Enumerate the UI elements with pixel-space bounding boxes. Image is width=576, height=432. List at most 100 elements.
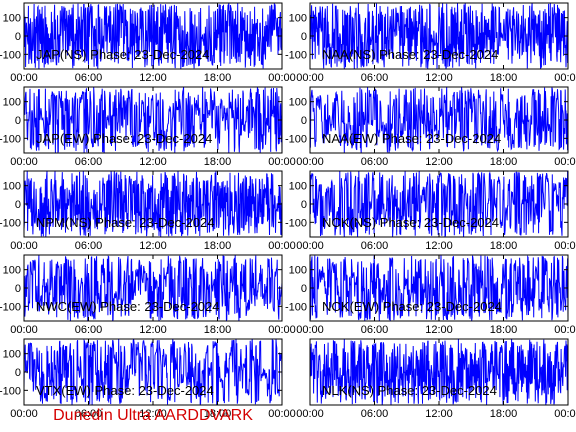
y-tick-label: 0 [15, 199, 21, 211]
x-tick-label: 00:00 [296, 156, 324, 168]
y-tick-label: -100 [0, 133, 21, 145]
x-tick-label: 06:00 [75, 156, 103, 168]
x-tick-label: 06:00 [361, 408, 389, 420]
series-line [24, 171, 282, 237]
panel-5: 100 0 -100 00:00 06:00 12:00 18:00 00:00 NCK(NS)… [285, 170, 576, 252]
panel-title: JAP(NS) Phase: 23-Dec-2024 [36, 47, 209, 62]
panel-1: 100 0 -100 00:00 06:00 12:00 18:00 00:00 NAA(NS)… [285, 2, 576, 84]
x-tick-label: 18:00 [204, 240, 232, 252]
x-tick-label: 00:00 [296, 72, 324, 84]
y-tick-label: 0 [15, 283, 21, 295]
panel-title: NPM(NS) Phase: 23-Dec-2024 [36, 215, 214, 230]
y-tick-label: -100 [285, 133, 307, 145]
x-tick-label: 00:00 [268, 408, 296, 420]
panel-title: NCK(NS) Phase: 23-Dec-2024 [322, 215, 499, 230]
x-tick-label: 12:00 [139, 72, 167, 84]
x-tick-label: 18:00 [490, 156, 518, 168]
x-tick-label: 12:00 [425, 408, 453, 420]
x-tick-label: 00:00 [296, 240, 324, 252]
panel-title: JAP(EW) Phase: 23-Dec-2024 [36, 131, 212, 146]
series-line [310, 339, 568, 405]
x-tick-label: 00:00 [10, 156, 38, 168]
x-tick-label: 00:00 [268, 156, 296, 168]
x-tick-label: 12:00 [425, 324, 453, 336]
y-tick-label: 0 [15, 115, 21, 127]
x-tick-label: 18:00 [490, 408, 518, 420]
x-tick-label: 00:00 [554, 156, 576, 168]
panel-title: NAA(EW) Phase: 23-Dec-2024 [322, 131, 501, 146]
y-tick-label: -100 [0, 385, 21, 397]
panel-title: NWC(EW) Phase: 23-Dec-2024 [36, 299, 220, 314]
x-tick-label: 06:00 [361, 240, 389, 252]
y-tick-label: 100 [3, 349, 21, 361]
x-tick-label: 18:00 [490, 324, 518, 336]
panels-group: 100 0 -100 00:00 06:00 12:00 18:00 00:00 JAP(NS)… [0, 2, 576, 420]
x-tick-label: 00:00 [554, 240, 576, 252]
x-tick-label: 06:00 [361, 156, 389, 168]
panel-title: NCK(EW) Phase: 23-Dec-2024 [322, 299, 502, 314]
y-tick-label: -100 [285, 49, 307, 61]
y-tick-label: 100 [289, 265, 307, 277]
x-tick-label: 06:00 [75, 240, 103, 252]
footer-label: Dunedin Ultra AARDDVARK [53, 407, 253, 424]
x-tick-label: 00:00 [268, 240, 296, 252]
y-tick-label: 100 [289, 13, 307, 25]
panel-7: 100 0 -100 00:00 06:00 12:00 18:00 00:00 NCK(EW)… [285, 254, 576, 336]
x-tick-label: 18:00 [204, 72, 232, 84]
y-tick-label: -100 [285, 217, 307, 229]
y-tick-label: -100 [0, 49, 21, 61]
panel-title: VTX(EW) Phase: 23-Dec-2024 [36, 383, 214, 398]
x-tick-label: 00:00 [296, 324, 324, 336]
x-tick-label: 00:00 [10, 408, 38, 420]
x-tick-label: 00:00 [10, 72, 38, 84]
panel-title: NAA(NS) Phase: 23-Dec-2024 [322, 47, 498, 62]
series-line [310, 87, 568, 153]
x-tick-label: 06:00 [75, 408, 103, 420]
x-tick-label: 12:00 [425, 72, 453, 84]
panel-3: 100 0 -100 00:00 06:00 12:00 18:00 00:00 NAA(EW)… [285, 86, 576, 168]
x-tick-label: 06:00 [75, 324, 103, 336]
panel-0: 100 0 -100 00:00 06:00 12:00 18:00 00:00 JAP(NS)… [0, 2, 296, 84]
series-line [310, 255, 568, 321]
x-tick-label: 12:00 [139, 324, 167, 336]
series-line [24, 87, 282, 153]
panel-title: NLK(NS) Phase: 23-Dec-2024 [322, 383, 497, 398]
series-line [24, 339, 282, 405]
y-tick-label: 100 [3, 97, 21, 109]
panel-9: 00:00 06:00 12:00 18:00 00:00 NLK(NS) Phase: … [296, 338, 576, 420]
x-tick-label: 18:00 [490, 240, 518, 252]
y-tick-label: 100 [289, 97, 307, 109]
x-tick-label: 12:00 [425, 156, 453, 168]
x-tick-label: 12:00 [139, 156, 167, 168]
x-tick-label: 00:00 [10, 324, 38, 336]
x-tick-label: 12:00 [139, 240, 167, 252]
series-line [310, 171, 568, 237]
x-tick-label: 00:00 [268, 324, 296, 336]
y-tick-label: 100 [3, 265, 21, 277]
y-tick-label: -100 [0, 217, 21, 229]
y-tick-label: 100 [289, 181, 307, 193]
y-tick-label: 0 [301, 199, 307, 211]
y-tick-label: 100 [3, 181, 21, 193]
x-tick-label: 12:00 [425, 240, 453, 252]
x-tick-label: 00:00 [296, 408, 324, 420]
series-line [24, 255, 282, 321]
x-tick-label: 18:00 [490, 72, 518, 84]
x-tick-label: 06:00 [75, 72, 103, 84]
panel-4: 100 0 -100 00:00 06:00 12:00 18:00 00:00 NPM(NS)… [0, 170, 296, 252]
y-tick-label: 0 [15, 367, 21, 379]
x-tick-label: 00:00 [268, 72, 296, 84]
x-tick-label: 18:00 [204, 324, 232, 336]
x-tick-label: 00:00 [10, 240, 38, 252]
y-tick-label: 0 [15, 31, 21, 43]
panel-2: 100 0 -100 00:00 06:00 12:00 18:00 00:00 JAP(EW)… [0, 86, 296, 168]
panel-8: 100 0 -100 00:00 06:00 12:00 18:00 00:00 VTX(EW)… [0, 338, 296, 420]
x-tick-label: 18:00 [204, 408, 232, 420]
x-tick-label: 12:00 [139, 408, 167, 420]
y-tick-label: 0 [301, 31, 307, 43]
x-tick-label: 00:00 [554, 72, 576, 84]
panel-6: 100 0 -100 00:00 06:00 12:00 18:00 00:00 NWC(EW)… [0, 254, 296, 336]
x-tick-label: 18:00 [204, 156, 232, 168]
x-tick-label: 06:00 [361, 324, 389, 336]
